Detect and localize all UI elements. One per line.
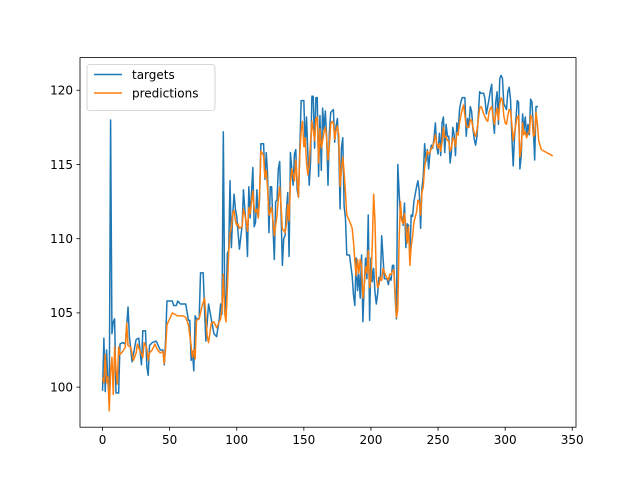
legend-label-predictions: predictions	[132, 86, 198, 100]
x-axis: 0 50 100 150 200 250 300 350	[99, 427, 584, 447]
y-tick-label: 115	[50, 158, 73, 172]
x-tick-label: 50	[162, 433, 177, 447]
series-line-predictions	[101, 96, 554, 412]
x-tick-label: 0	[99, 433, 107, 447]
series-layer	[101, 74, 554, 412]
legend-box	[86, 64, 216, 111]
plot-area-frame	[79, 57, 577, 428]
x-tick-label: 250	[427, 433, 450, 447]
x-tick-label: 350	[561, 433, 584, 447]
y-tick-label: 120	[50, 84, 73, 98]
x-tick-label: 300	[494, 433, 517, 447]
x-tick-label: 200	[359, 433, 382, 447]
y-tick-label: 110	[50, 232, 73, 246]
legend-label-targets: targets	[132, 68, 175, 82]
y-tick-label: 100	[50, 380, 73, 394]
y-axis: 100 105 110 115 120	[50, 84, 80, 394]
legend: targets predictions	[86, 64, 216, 111]
x-tick-label: 100	[225, 433, 248, 447]
x-tick-label: 150	[292, 433, 315, 447]
y-tick-label: 105	[50, 306, 73, 320]
